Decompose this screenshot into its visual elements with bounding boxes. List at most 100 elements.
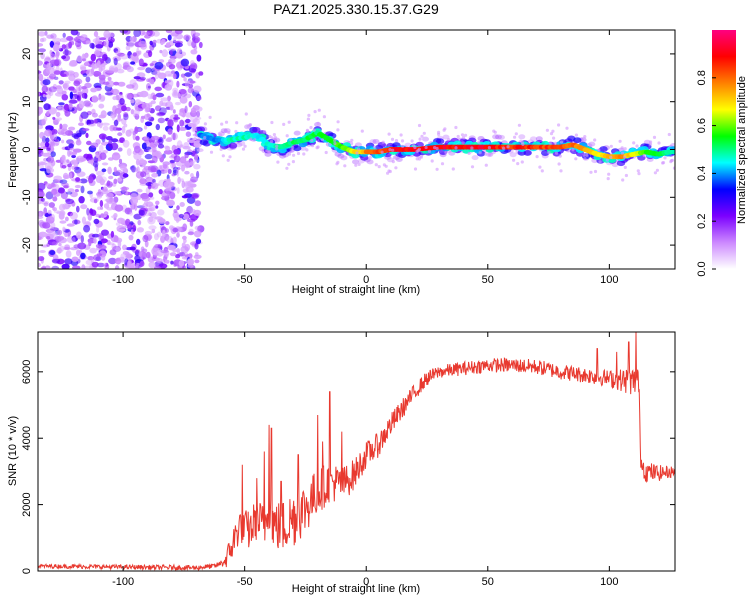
noise-blob [149, 40, 153, 46]
noise-blob [46, 62, 52, 68]
noise-blob [63, 175, 70, 179]
noise-blob [78, 85, 82, 92]
noise-blob [195, 106, 203, 112]
noise-blob [139, 178, 147, 185]
noise-blob [47, 209, 52, 215]
faint-dot [417, 147, 421, 151]
x-tick-label: 50 [482, 576, 494, 588]
noise-blob [184, 72, 193, 77]
noise-blob [115, 222, 121, 226]
noise-blob [121, 126, 126, 134]
noise-blob [151, 173, 159, 178]
faint-dot [437, 130, 441, 134]
faint-dot [282, 122, 286, 126]
faint-dot [305, 148, 309, 152]
noise-blob [93, 160, 99, 168]
noise-blob [108, 175, 114, 180]
faint-dot [632, 141, 636, 145]
noise-blob [52, 37, 62, 44]
noise-blob [57, 247, 62, 254]
faint-dot [313, 110, 317, 114]
noise-blob [100, 238, 108, 244]
noise-blob [149, 142, 155, 148]
noise-blob [100, 110, 107, 118]
noise-blob [125, 45, 131, 51]
noise-blob [102, 125, 109, 131]
noise-blob [57, 229, 63, 236]
noise-blob [166, 199, 176, 207]
noise-blob [193, 37, 199, 44]
noise-blob [53, 210, 61, 214]
noise-blob [122, 244, 127, 251]
noise-blob [184, 93, 192, 99]
noise-blob [43, 103, 51, 111]
ridge-cell [293, 130, 301, 136]
noise-blob [145, 67, 152, 74]
faint-dot [291, 146, 295, 150]
noise-blob [93, 118, 98, 124]
faint-dot [461, 141, 465, 145]
faint-dot [609, 144, 613, 148]
colorbar-tick-label: 0.0 [696, 261, 708, 276]
noise-blob [71, 237, 76, 243]
noise-blob [147, 93, 153, 100]
noise-blob [176, 48, 183, 54]
noise-blob [117, 177, 123, 182]
noise-blob [48, 145, 55, 153]
faint-dot [310, 138, 314, 142]
faint-dot [597, 148, 601, 152]
noise-blob [67, 163, 72, 168]
faint-dot [228, 155, 232, 159]
faint-dot [285, 166, 289, 170]
faint-dot [296, 151, 301, 156]
noise-blob [102, 54, 108, 61]
noise-blob [151, 228, 156, 234]
noise-blob [174, 30, 183, 35]
noise-blob [194, 225, 201, 231]
faint-dot [234, 129, 238, 134]
noise-blob [97, 206, 102, 211]
noise-blob [169, 104, 174, 111]
noise-blob [123, 113, 129, 121]
noise-blob [64, 232, 68, 237]
noise-blob [38, 256, 45, 262]
noise-blob [48, 202, 55, 208]
noise-blob [133, 30, 142, 37]
faint-dot [276, 160, 280, 164]
noise-blob [182, 223, 188, 232]
noise-blob [155, 257, 163, 263]
faint-dot [620, 151, 625, 155]
faint-dot [272, 133, 276, 137]
faint-dot [374, 163, 378, 167]
noise-blob [126, 262, 135, 269]
noise-blob [193, 32, 201, 37]
noise-blob [138, 58, 144, 66]
faint-dot [399, 133, 403, 137]
faint-dot [652, 135, 657, 139]
faint-dot [606, 177, 610, 181]
noise-blob [82, 128, 90, 132]
noise-blob [81, 92, 88, 99]
noise-blob [52, 44, 60, 52]
noise-blob [190, 173, 194, 178]
faint-dot [454, 125, 458, 130]
spectrogram-y-ticks: -20 -10 0 10 20 [21, 48, 675, 253]
noise-blob [148, 261, 156, 269]
noise-blob [52, 83, 58, 90]
noise-blob [122, 139, 130, 148]
faint-dot [328, 143, 332, 147]
colorbar-ticks: 0.0 0.2 0.4 0.6 0.8 [696, 70, 716, 277]
figure-title: PAZ1.2025.330.15.37.G29 [273, 1, 439, 17]
noise-blob [88, 176, 94, 184]
noise-blob [102, 186, 108, 192]
ridge-cell [599, 146, 608, 153]
noise-blob [134, 145, 141, 154]
noise-blob [132, 225, 136, 232]
noise-blob [133, 109, 140, 117]
noise-blob [80, 66, 87, 71]
noise-blob [181, 180, 186, 189]
noise-blob [117, 132, 123, 137]
noise-blob [196, 110, 201, 118]
noise-blob [176, 124, 180, 133]
noise-blob [141, 31, 151, 36]
